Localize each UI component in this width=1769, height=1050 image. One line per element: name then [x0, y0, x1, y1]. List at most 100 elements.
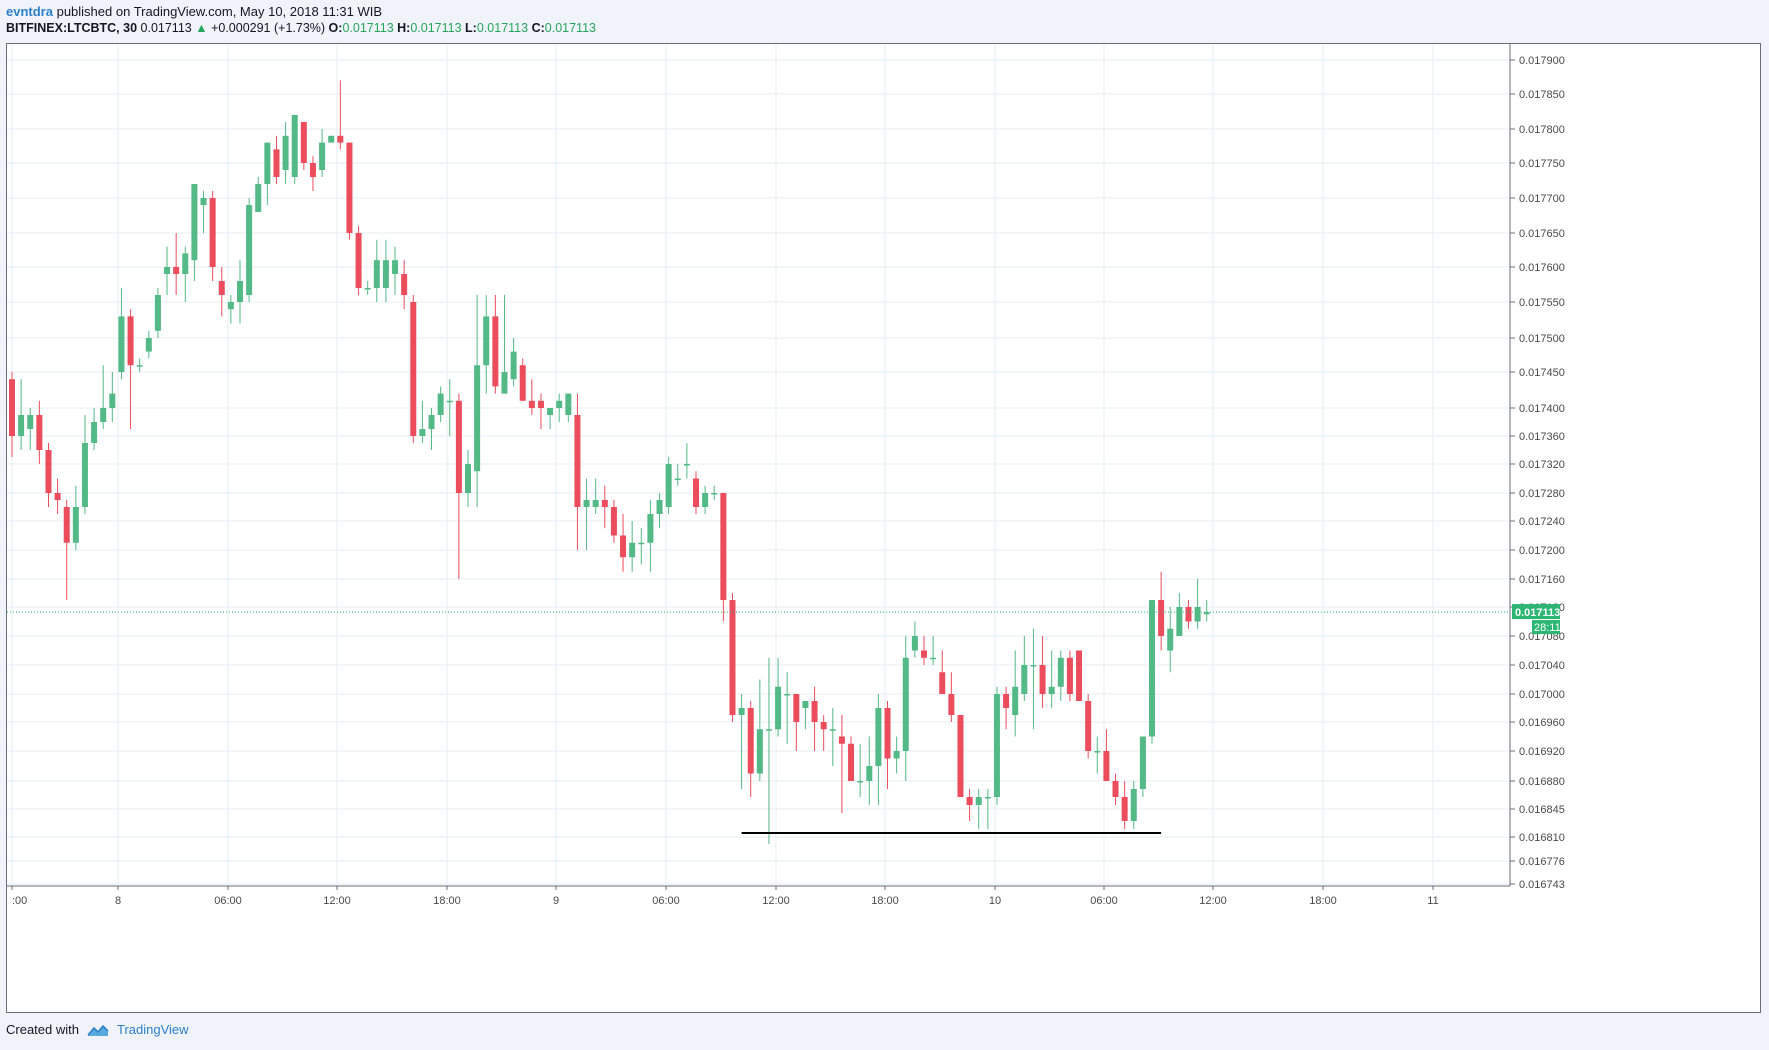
time-tick-label: 06:00: [652, 895, 680, 907]
low-label: L:: [465, 21, 477, 35]
candle-body: [1057, 657, 1064, 687]
close-value: 0.017113: [544, 21, 596, 35]
candle-body: [665, 464, 672, 507]
candle-body: [54, 493, 61, 500]
candle-body: [1003, 694, 1010, 708]
change-value: +0.000291 (+1.73%): [211, 21, 326, 35]
candle-body: [574, 415, 581, 507]
candle-body: [237, 281, 243, 302]
candle-body: [136, 365, 143, 367]
candle-body: [127, 316, 134, 366]
candle-body: [1203, 612, 1210, 615]
candle-body: [793, 694, 800, 722]
candle-body: [1094, 751, 1101, 753]
candle-body: [1066, 657, 1073, 694]
candle-body: [455, 400, 462, 493]
candle-body: [392, 260, 399, 274]
price-tick-label: 0.017700: [1519, 193, 1565, 205]
candle-body: [775, 686, 782, 730]
candle-body: [547, 408, 554, 415]
candle-body: [319, 142, 326, 170]
candle-body: [36, 415, 43, 450]
candle-body: [72, 507, 79, 543]
time-tick-label: 11: [1427, 895, 1438, 907]
candle-body: [81, 443, 88, 507]
candlestick-chart[interactable]: 0.017900 0.017850 0.017800 0.017750 0.017700…: [7, 44, 1760, 1012]
candle-body: [419, 429, 426, 436]
price-tick-label: 0.017160: [1519, 574, 1565, 586]
price-tick-label: 0.017900: [1519, 55, 1565, 67]
candle-body: [200, 198, 207, 205]
candle-body: [100, 408, 107, 422]
countdown-badge-text: 28:11: [1534, 622, 1561, 634]
last-price: 0.017113: [140, 21, 192, 35]
candle-body: [784, 694, 791, 696]
candle-body: [510, 351, 517, 380]
time-tick-label: 18:00: [871, 895, 899, 907]
time-tick-label: 18:00: [433, 895, 461, 907]
price-tick-label: 0.017040: [1519, 660, 1565, 672]
candle-body: [857, 781, 864, 783]
candle-body: [1021, 665, 1028, 694]
high-label: H:: [397, 21, 411, 35]
candle-body: [875, 708, 882, 766]
price-tick-label: 0.017450: [1519, 367, 1565, 379]
candle-body: [820, 722, 827, 730]
chart-frame[interactable]: 0.017900 0.017850 0.017800 0.017750 0.017700…: [6, 43, 1761, 1013]
candle-body: [975, 797, 982, 805]
candle-body: [428, 415, 435, 429]
candle-body: [373, 260, 380, 288]
author-link[interactable]: evntdra: [6, 4, 53, 19]
candle-body: [1139, 736, 1146, 789]
candle-body: [601, 500, 608, 507]
symbol-label: BITFINEX:LTCBTC, 30: [6, 21, 138, 35]
symbol-legend: BITFINEX:LTCBTC, 30 0.017113 ▲ +0.000291…: [6, 21, 596, 35]
candle-body: [702, 493, 709, 507]
candle-body: [45, 450, 52, 493]
candle-body: [346, 142, 353, 233]
price-tick-label: 0.017750: [1519, 158, 1565, 170]
close-label: C:: [531, 21, 545, 35]
candle-body: [1176, 607, 1183, 636]
price-tick-label: 0.017800: [1519, 124, 1565, 136]
price-tick-label: 0.017200: [1519, 545, 1565, 557]
candle-body: [382, 260, 389, 288]
candle-body: [838, 736, 845, 744]
candle-body: [191, 184, 198, 261]
candle-body: [893, 751, 900, 759]
tradingview-brand-link[interactable]: TradingView: [116, 1022, 189, 1037]
time-tick-label: :00: [12, 895, 27, 907]
time-tick-label: 8: [115, 895, 121, 907]
countdown-badge: [1532, 620, 1560, 635]
candle-body: [939, 672, 946, 694]
candle-body: [747, 708, 754, 774]
candle-body: [1194, 607, 1201, 622]
candle-body: [355, 233, 362, 288]
candle-body: [501, 372, 508, 394]
candle-body: [309, 163, 316, 177]
candle-body: [519, 365, 526, 401]
candle-body: [246, 205, 253, 295]
candle-body: [1085, 701, 1092, 751]
candle-body: [556, 400, 563, 408]
price-tick-label: 0.016960: [1519, 717, 1565, 729]
candle-body: [337, 135, 344, 143]
candle-body: [592, 500, 599, 507]
candle-body: [1039, 665, 1046, 694]
candle-body: [145, 338, 152, 352]
candle-body: [1103, 751, 1110, 781]
time-tick-label: 10: [989, 895, 1001, 907]
candle-body: [610, 507, 617, 536]
price-tick-label: 0.017550: [1519, 297, 1565, 309]
candle-body: [848, 743, 855, 781]
candle-body: [720, 493, 727, 600]
price-tick-label: 0.017000: [1519, 689, 1565, 701]
price-tick-label: 0.017400: [1519, 403, 1565, 415]
candle-body: [638, 542, 645, 545]
price-tick-label: 0.017320: [1519, 459, 1565, 471]
candle-body: [1121, 797, 1128, 821]
price-tick-label: 0.017850: [1519, 89, 1565, 101]
candle-body: [957, 715, 964, 797]
candle-body: [437, 393, 444, 415]
candle-body: [866, 766, 873, 781]
